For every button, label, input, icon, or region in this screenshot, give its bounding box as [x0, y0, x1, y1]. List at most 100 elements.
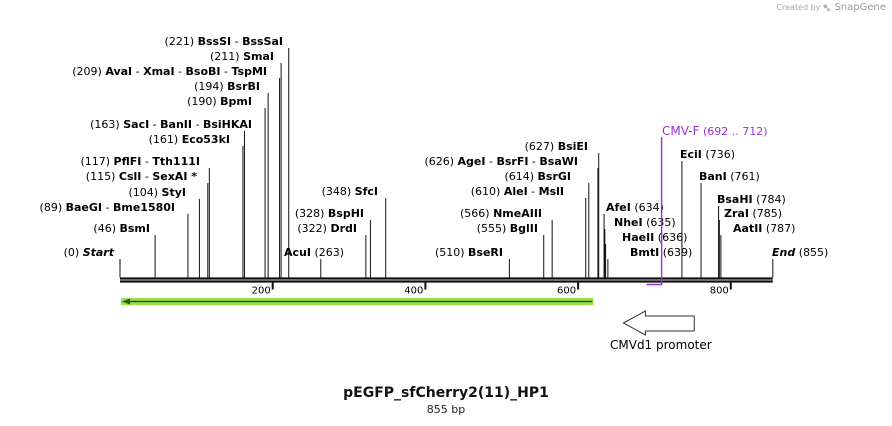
cut-site-label: (104) StyI	[128, 186, 186, 199]
enzyme-name: BanI	[699, 170, 727, 183]
primer-marker	[646, 137, 663, 286]
primer-cmv-f[interactable]: CMV-F (692 .. 712)	[646, 124, 768, 286]
terminal-name: Start	[83, 246, 115, 259]
cut-site[interactable]: (610) AleI - MslI	[471, 185, 587, 278]
enzyme-name: BsiEI	[558, 140, 588, 153]
feature-arrow-green[interactable]	[121, 298, 594, 305]
cut-site[interactable]: (348) SfcI	[322, 185, 387, 278]
cut-site[interactable]: (194) BsrBI	[194, 80, 269, 278]
cut-site[interactable]: (614) BsrGI	[504, 170, 590, 278]
cut-site[interactable]: (626) AgeI - BsrFI - BsaWI	[424, 155, 599, 278]
cut-site[interactable]: (328) BspHI	[295, 207, 371, 278]
enzyme-name: CslI	[119, 170, 141, 183]
cut-site[interactable]: (46) BsmI	[93, 222, 156, 278]
cut-site-label: ZraI (785)	[724, 207, 782, 220]
cut-site[interactable]: NheI (635)	[604, 216, 676, 278]
cut-site[interactable]: EciI (736)	[680, 148, 735, 278]
enzyme-name: BanII	[160, 118, 192, 131]
cut-site-label: NheI (635)	[614, 216, 676, 229]
cut-site[interactable]: ZraI (785)	[718, 207, 782, 278]
cut-site-label: AatII (787)	[733, 222, 795, 235]
enzyme-name: PflFI	[114, 155, 142, 168]
credit-prefix: Created by	[776, 3, 821, 12]
enzyme-name: BsaWI	[539, 155, 578, 168]
plasmid-size: 855 bp	[426, 403, 466, 416]
cut-site[interactable]: (209) AvaI - XmaI - BsoBI - TspMI	[72, 65, 281, 278]
enzyme-name: BsrFI	[496, 155, 528, 168]
terminal-name: End	[772, 246, 795, 259]
cut-site[interactable]: (211) SmaI	[210, 50, 282, 278]
cut-site-position: (614)	[504, 170, 537, 183]
axis-tick-label: 600	[557, 286, 576, 297]
enzyme-separator: -	[192, 118, 203, 131]
cut-site[interactable]: BsaHI (784)	[717, 193, 786, 278]
enzyme-name: SexAI *	[152, 170, 197, 183]
enzyme-name: EciI	[680, 148, 702, 161]
cut-site-label: (322) DrdI	[297, 222, 357, 235]
cut-site[interactable]: (510) BseRI	[435, 246, 510, 278]
cut-site-position: (634)	[631, 201, 664, 214]
enzyme-name: SfcI	[355, 185, 378, 198]
cut-site-label: HaeII (636)	[622, 231, 687, 244]
enzyme-separator: -	[231, 35, 242, 48]
enzyme-name: AatII	[733, 222, 762, 235]
cut-site[interactable]: AfeI (634)	[603, 201, 664, 278]
enzyme-name: DrdI	[330, 222, 357, 235]
enzyme-name: BssSaI	[242, 35, 283, 48]
enzyme-name: BsiHKAI	[203, 118, 252, 131]
enzyme-name: NmeAIII	[493, 207, 542, 220]
cut-site[interactable]: BanI (761)	[699, 170, 760, 278]
cut-site-position: (104)	[128, 186, 161, 199]
cut-site[interactable]: (115) CslI - SexAI *	[86, 170, 209, 278]
cut-site-position: (117)	[80, 155, 113, 168]
cut-site-position: (626)	[424, 155, 457, 168]
cut-site[interactable]: (190) BpmI	[187, 95, 266, 278]
cut-site-position: (221)	[165, 35, 198, 48]
enzyme-name: AgeI	[458, 155, 486, 168]
axis-tick-label: 800	[710, 286, 729, 297]
cut-site-label: BanI (761)	[699, 170, 760, 183]
cut-site[interactable]: HaeII (636)	[605, 231, 688, 278]
primer-name: CMV-F	[662, 124, 700, 138]
cut-site[interactable]: (221) BssSI - BssSaI	[165, 35, 290, 278]
cut-site[interactable]: (104) StyI	[128, 186, 200, 278]
cut-site-position: (263)	[311, 246, 344, 259]
enzyme-name: BaeGI	[66, 201, 102, 214]
enzyme-separator: -	[141, 155, 152, 168]
cut-site[interactable]: (566) NmeAIII	[460, 207, 553, 278]
start-label: (0) Start	[64, 246, 115, 259]
enzyme-separator: -	[528, 185, 539, 198]
enzyme-name: Bme1580I	[113, 201, 175, 214]
enzyme-separator: -	[486, 155, 497, 168]
cut-site-position: (784)	[753, 193, 786, 206]
terminal-position: (855)	[795, 246, 828, 259]
cut-site-position: (555)	[477, 222, 510, 235]
cut-site-label: (163) SacI - BanII - BsiHKAI	[90, 118, 252, 131]
enzyme-name: BsaHI	[717, 193, 753, 206]
snapgene-credit: Created by SnapGene	[776, 2, 886, 13]
enzyme-name: MslI	[539, 185, 564, 198]
enzyme-separator: -	[102, 201, 113, 214]
cut-site[interactable]: (163) SacI - BanII - BsiHKAI	[90, 118, 252, 278]
snapgene-logo-icon	[823, 4, 831, 11]
cut-site-label: AfeI (634)	[606, 201, 664, 214]
cut-site[interactable]: AatII (787)	[720, 222, 796, 278]
cut-site[interactable]: (627) BsiEI	[525, 140, 600, 278]
cut-site-position: (211)	[210, 50, 243, 63]
enzyme-name: HaeII	[622, 231, 654, 244]
feature-cmvd1-promoter[interactable]	[622, 310, 695, 336]
cut-site[interactable]: AcuI (263)	[284, 246, 344, 278]
enzyme-name: SacI	[123, 118, 149, 131]
cut-site[interactable]: (161) Eco53kI	[149, 133, 244, 278]
cut-site[interactable]: BmtI (639)	[607, 246, 692, 278]
cut-site[interactable]: (555) BglII	[477, 222, 545, 278]
cut-site-label: (328) BspHI	[295, 207, 364, 220]
cut-site-position: (161)	[149, 133, 182, 146]
cut-site-position: (190)	[187, 95, 220, 108]
cut-site[interactable]: (89) BaeGI - Bme1580I	[40, 201, 189, 278]
cut-site-label: (190) BpmI	[187, 95, 252, 108]
cut-site-position: (163)	[90, 118, 123, 131]
cut-site[interactable]: (117) PflFI - Tth111I	[80, 155, 210, 278]
cut-site[interactable]: (322) DrdI	[297, 222, 367, 278]
